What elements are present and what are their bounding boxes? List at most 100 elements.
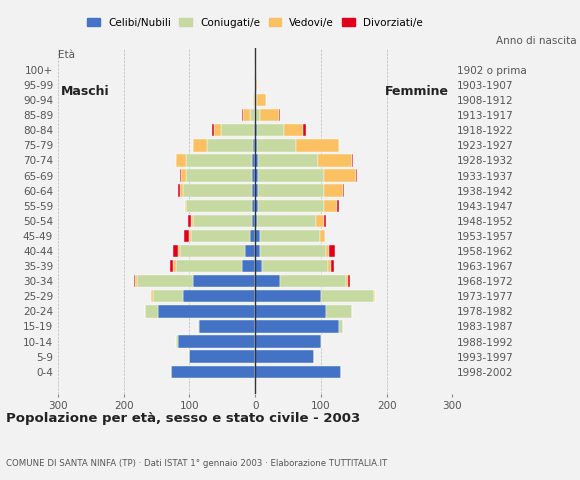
Bar: [255, 336, 321, 348]
Bar: [180, 184, 183, 197]
Bar: [191, 230, 250, 242]
Bar: [303, 124, 306, 136]
Bar: [338, 200, 339, 212]
Bar: [259, 200, 324, 212]
Bar: [252, 169, 255, 182]
Legend: Celibi/Nubili, Coniugati/e, Vedovi/e, Divorziati/e: Celibi/Nubili, Coniugati/e, Vedovi/e, Di…: [83, 13, 427, 32]
Bar: [252, 154, 255, 167]
Bar: [324, 200, 338, 212]
Bar: [280, 275, 346, 288]
Bar: [133, 275, 135, 288]
Bar: [252, 94, 254, 106]
Bar: [326, 245, 329, 257]
Bar: [145, 305, 158, 318]
Bar: [212, 124, 215, 136]
Bar: [255, 139, 256, 152]
Bar: [321, 290, 374, 302]
Bar: [151, 290, 153, 302]
Bar: [255, 230, 260, 242]
Bar: [221, 124, 254, 136]
Bar: [255, 305, 326, 318]
Bar: [252, 184, 255, 197]
Bar: [328, 260, 331, 272]
Bar: [259, 154, 318, 167]
Bar: [318, 154, 352, 167]
Bar: [190, 350, 255, 363]
Bar: [255, 79, 257, 91]
Bar: [352, 154, 353, 167]
Bar: [374, 290, 375, 302]
Bar: [259, 184, 324, 197]
Bar: [184, 230, 190, 242]
Bar: [255, 154, 259, 167]
Bar: [252, 139, 255, 152]
Bar: [135, 275, 137, 288]
Bar: [255, 94, 256, 106]
Bar: [255, 109, 260, 121]
Bar: [183, 184, 252, 197]
Bar: [348, 275, 350, 288]
Bar: [255, 260, 262, 272]
Bar: [254, 124, 255, 136]
Bar: [255, 320, 339, 333]
Bar: [171, 365, 255, 378]
Bar: [331, 260, 334, 272]
Bar: [260, 109, 279, 121]
Bar: [245, 245, 255, 257]
Bar: [324, 169, 356, 182]
Bar: [262, 260, 328, 272]
Bar: [255, 124, 256, 136]
Bar: [255, 365, 340, 378]
Text: COMUNE DI SANTA NINFA (TP) · Dati ISTAT 1° gennaio 2003 · Elaborazione TUTTITALI: COMUNE DI SANTA NINFA (TP) · Dati ISTAT …: [6, 459, 387, 468]
Bar: [186, 154, 252, 167]
Bar: [170, 260, 173, 272]
Bar: [177, 184, 180, 197]
Bar: [356, 169, 357, 182]
Bar: [180, 169, 181, 182]
Bar: [193, 275, 255, 288]
Bar: [255, 245, 260, 257]
Text: Femmine: Femmine: [385, 85, 449, 98]
Bar: [244, 109, 250, 121]
Bar: [320, 230, 325, 242]
Text: Popolazione per età, sesso e stato civile - 2003: Popolazione per età, sesso e stato civil…: [6, 412, 360, 425]
Bar: [206, 139, 252, 152]
Bar: [186, 200, 252, 212]
Bar: [326, 305, 353, 318]
Bar: [256, 215, 316, 227]
Bar: [255, 350, 314, 363]
Bar: [181, 169, 186, 182]
Bar: [250, 109, 255, 121]
Bar: [254, 94, 255, 106]
Bar: [198, 320, 200, 333]
Bar: [255, 275, 280, 288]
Bar: [173, 260, 176, 272]
Bar: [316, 215, 324, 227]
Bar: [256, 94, 266, 106]
Bar: [173, 245, 178, 257]
Bar: [137, 275, 193, 288]
Bar: [185, 200, 186, 212]
Bar: [242, 109, 244, 121]
Bar: [153, 290, 183, 302]
Bar: [252, 215, 255, 227]
Bar: [188, 215, 191, 227]
Bar: [260, 230, 320, 242]
Bar: [346, 275, 348, 288]
Bar: [256, 139, 296, 152]
Bar: [178, 245, 180, 257]
Bar: [321, 336, 322, 348]
Bar: [180, 245, 245, 257]
Bar: [279, 109, 280, 121]
Bar: [329, 245, 335, 257]
Bar: [296, 139, 339, 152]
Bar: [158, 305, 255, 318]
Text: Età: Età: [58, 50, 75, 60]
Bar: [252, 200, 255, 212]
Bar: [255, 215, 256, 227]
Bar: [193, 139, 206, 152]
Bar: [255, 169, 259, 182]
Bar: [324, 215, 325, 227]
Bar: [186, 169, 252, 182]
Bar: [284, 124, 303, 136]
